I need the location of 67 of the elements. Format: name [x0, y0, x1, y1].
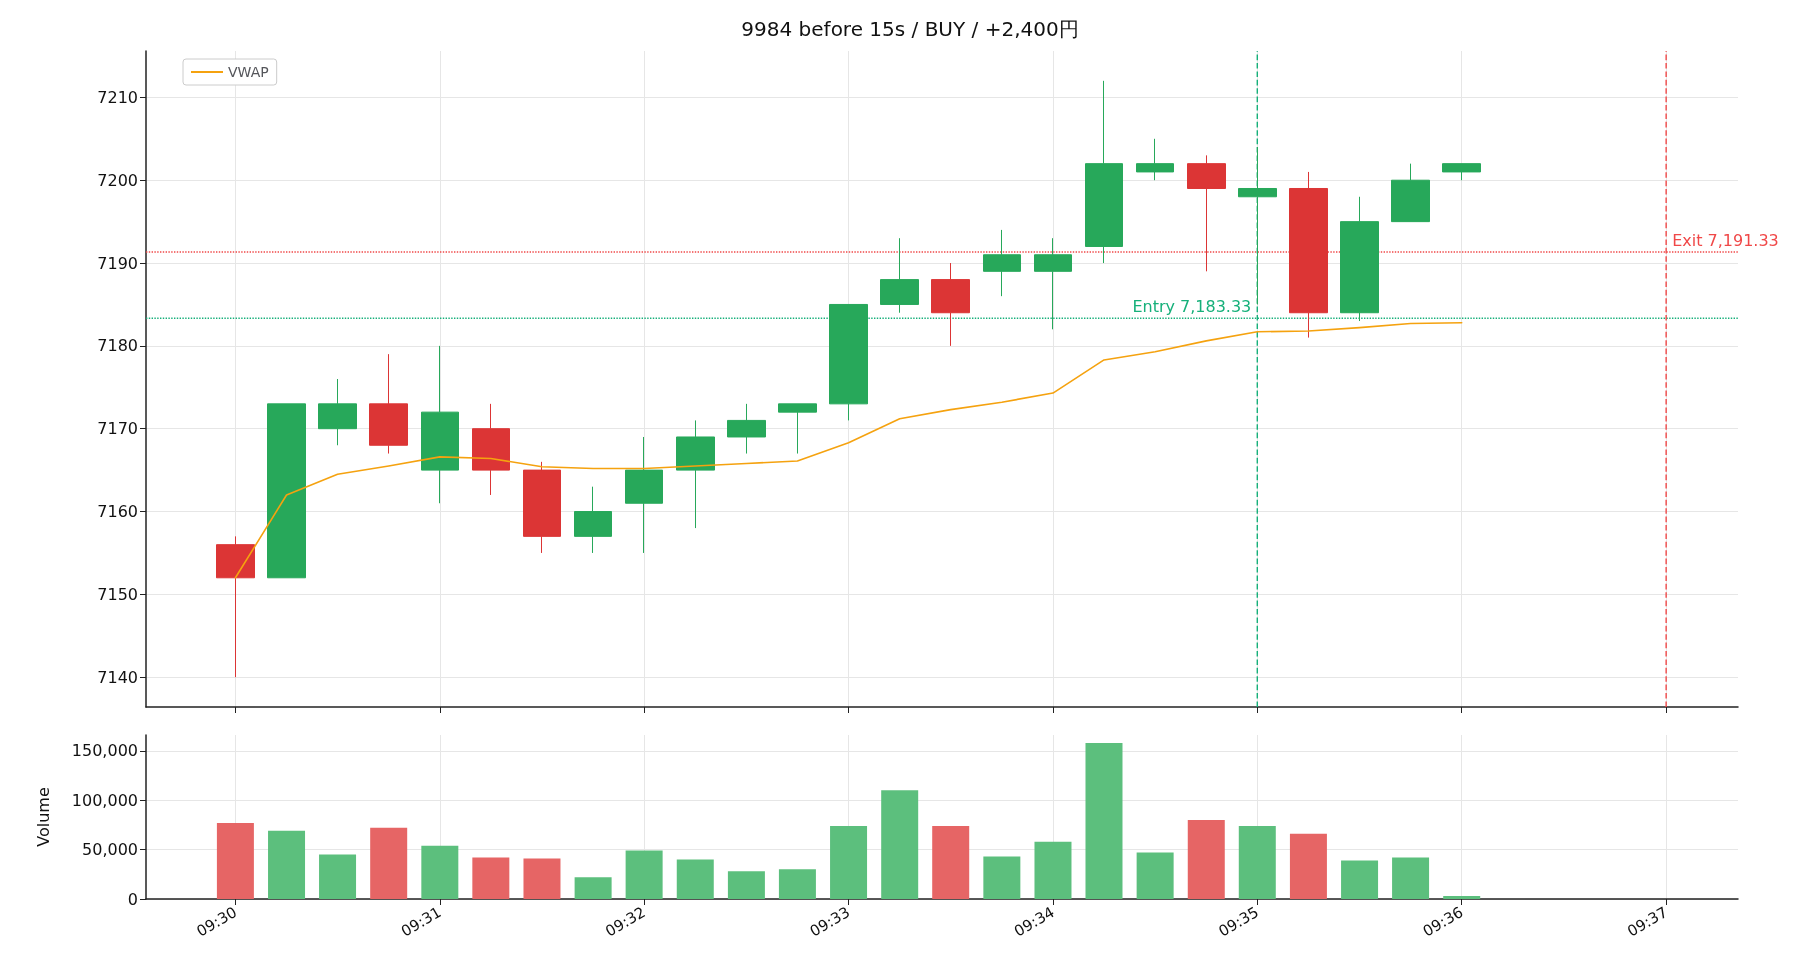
bar: [983, 856, 1021, 899]
y-tick-label: 7190: [97, 253, 138, 273]
candlestick: [216, 535, 255, 678]
annotation: Entry 7,183.33: [1132, 296, 1252, 316]
bar: [881, 790, 919, 899]
chart-title: 9984 before 15s / BUY / +2,400円: [741, 17, 1079, 41]
y-tick-label: 7160: [97, 502, 138, 522]
bar: [216, 822, 254, 899]
candlestick: [727, 403, 766, 455]
candlestick: [778, 403, 817, 455]
bar: [319, 854, 357, 899]
bar: [1289, 833, 1327, 899]
bar: [421, 845, 459, 899]
bar: [268, 830, 306, 899]
candlestick: [1340, 196, 1379, 322]
y-tick-label: 7170: [97, 419, 138, 439]
bar: [1187, 819, 1225, 899]
legend-label: VWAP: [228, 64, 269, 80]
candlestick: [574, 486, 612, 554]
y-tick-label: 50,000: [82, 840, 138, 860]
candlestick: [983, 229, 1021, 297]
bar: [1341, 860, 1379, 899]
y-tick-label: 7180: [97, 336, 138, 356]
bar: [1238, 825, 1276, 899]
y-tick-label: 7210: [97, 87, 138, 107]
candlestick: [267, 403, 306, 579]
bar: [1034, 841, 1072, 899]
candlestick: [318, 378, 357, 446]
candlestick: [1289, 171, 1328, 339]
candlestick: [523, 461, 561, 554]
candlestick: [421, 345, 459, 504]
bar: [932, 825, 970, 899]
bar: [523, 858, 561, 899]
candlestick: [1085, 80, 1123, 264]
bar: [676, 859, 714, 899]
candlestick: [1391, 163, 1430, 223]
y-tick-label: 7140: [97, 667, 138, 687]
bar: [1392, 857, 1430, 899]
bar: [1443, 896, 1481, 899]
y-tick-label: 100,000: [71, 790, 138, 810]
candlestick: [1442, 163, 1481, 181]
bar: [727, 871, 765, 899]
candlestick: [676, 419, 715, 529]
candlestick: [829, 303, 868, 421]
y-tick-label: 7150: [97, 584, 138, 604]
bar: [472, 857, 510, 899]
y-tick-label: 7200: [97, 170, 138, 190]
bar: [778, 869, 816, 899]
y-tick-label: 150,000: [71, 741, 138, 761]
candlestick: [472, 403, 510, 496]
candlestick: [880, 237, 919, 314]
candlestick: [1136, 138, 1174, 181]
y-axis-title: Volume: [33, 787, 53, 847]
y-tick-label: 0: [127, 889, 138, 909]
bar: [625, 850, 663, 899]
bar: [1136, 852, 1174, 899]
candlestick: [1034, 237, 1072, 330]
candlestick: [931, 262, 970, 347]
bar: [574, 877, 612, 899]
bar: [1085, 742, 1123, 899]
candlestick: [625, 436, 663, 554]
candlestick: [1187, 154, 1226, 272]
candlestick: [369, 353, 408, 455]
annotation: Exit 7,191.33: [1672, 230, 1779, 250]
bar: [370, 827, 408, 899]
line-series: [234, 321, 1463, 579]
bar: [830, 825, 868, 899]
